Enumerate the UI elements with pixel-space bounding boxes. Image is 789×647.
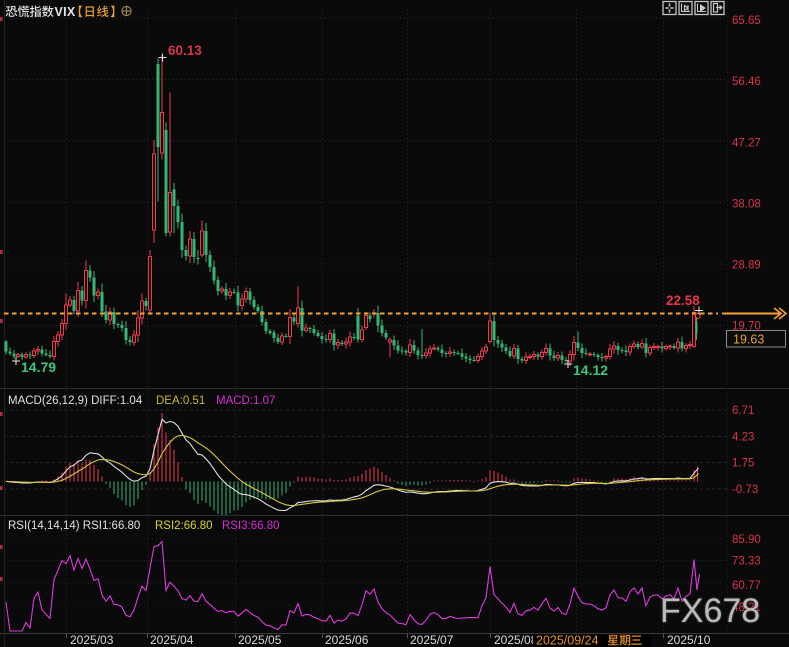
svg-text:85.90: 85.90 xyxy=(732,534,761,546)
svg-text:73.33: 73.33 xyxy=(732,556,761,568)
svg-text:MACD:1.07: MACD:1.07 xyxy=(216,395,275,407)
svg-text:RSI2:66.80: RSI2:66.80 xyxy=(155,520,213,532)
svg-text:6.71: 6.71 xyxy=(732,405,754,417)
svg-text:2025/04: 2025/04 xyxy=(150,633,194,647)
svg-text:14.79: 14.79 xyxy=(21,359,56,375)
svg-text:2025/10: 2025/10 xyxy=(667,633,711,647)
svg-text:MACD(26,12,9) DIFF:1.04: MACD(26,12,9) DIFF:1.04 xyxy=(8,395,143,407)
svg-text:22.58: 22.58 xyxy=(666,293,700,308)
svg-text:4.23: 4.23 xyxy=(732,432,754,444)
svg-text:38.08: 38.08 xyxy=(732,199,761,211)
svg-text:RSI3:66.80: RSI3:66.80 xyxy=(222,520,280,532)
svg-text:65.65: 65.65 xyxy=(732,15,761,27)
svg-text:VIX: VIX xyxy=(55,5,76,19)
svg-text:DEA:0.51: DEA:0.51 xyxy=(156,395,205,407)
svg-text:19.70: 19.70 xyxy=(732,321,761,333)
svg-text:60.13: 60.13 xyxy=(168,43,202,58)
svg-text:28.89: 28.89 xyxy=(732,260,761,272)
svg-text:56.46: 56.46 xyxy=(732,76,761,88)
svg-text:19.63: 19.63 xyxy=(733,333,764,347)
svg-text:2025/09/24: 2025/09/24 xyxy=(536,634,599,647)
svg-text:14.12: 14.12 xyxy=(573,362,608,378)
svg-text:2025/03: 2025/03 xyxy=(70,633,114,647)
svg-text:-0.73: -0.73 xyxy=(732,484,758,496)
svg-text:FX678: FX678 xyxy=(660,592,760,630)
svg-text:RSI(14,14,14) RSI1:66.80: RSI(14,14,14) RSI1:66.80 xyxy=(8,520,140,532)
svg-text:47.27: 47.27 xyxy=(732,138,761,150)
svg-text:2025/06: 2025/06 xyxy=(325,633,369,647)
svg-text:2025/05: 2025/05 xyxy=(238,633,282,647)
svg-text:60.77: 60.77 xyxy=(732,580,761,592)
svg-text:1.75: 1.75 xyxy=(732,458,754,470)
svg-text:2025/07: 2025/07 xyxy=(410,633,454,647)
svg-text:2025/08: 2025/08 xyxy=(494,633,538,647)
svg-text:48.21: 48.21 xyxy=(732,602,761,614)
